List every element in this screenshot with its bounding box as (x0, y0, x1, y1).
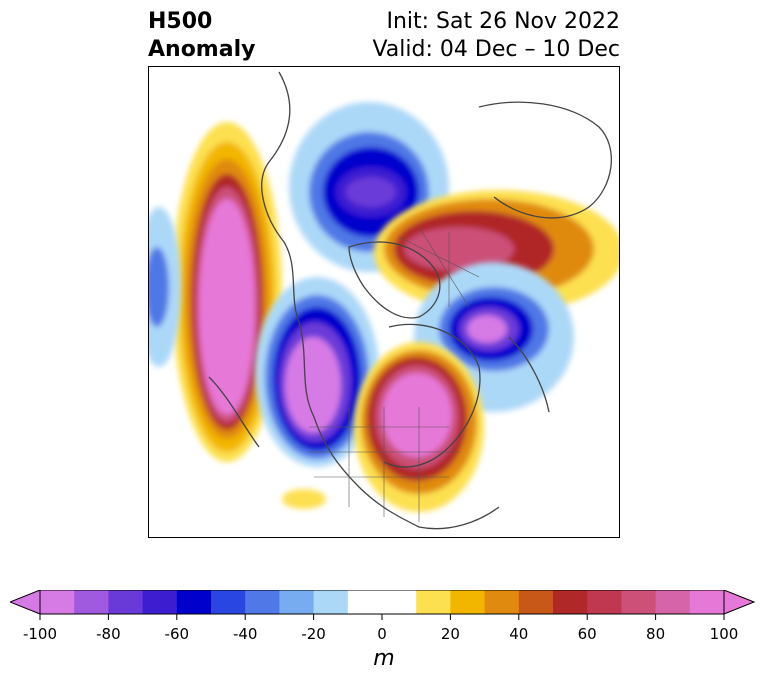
map-canvas (149, 71, 619, 530)
valid-range: Valid: 04 Dec – 10 Dec (372, 37, 620, 62)
colorbar (10, 590, 756, 620)
colorbar-segment (621, 590, 657, 614)
colorbar-segment (518, 590, 554, 614)
colorbar-extend-min (10, 590, 41, 615)
colorbar-unit: m (373, 646, 395, 671)
colorbar-tick-label: 60 (577, 625, 597, 643)
coastlines (208, 71, 612, 530)
colorbar-segment (382, 590, 417, 614)
colorbar-tick-label: -20 (301, 625, 326, 643)
colorbar-segment (74, 590, 109, 614)
ridge-small-south (282, 489, 326, 509)
colorbar-segment (655, 590, 691, 614)
title-variable: H500 (148, 9, 213, 34)
colorbar-segment (108, 590, 144, 614)
map-title-right: Init: Sat 26 Nov 2022 Valid: 04 Dec – 10… (372, 8, 620, 64)
colorbar-extend-max (723, 590, 756, 615)
state-borders (309, 226, 480, 522)
colorbar-segment (689, 590, 725, 614)
colorbar-segment (450, 590, 486, 614)
colorbar-tick-label: 0 (377, 625, 387, 643)
colorbar-tick-label: -100 (22, 625, 58, 643)
ridge-west (172, 122, 282, 462)
colorbar-ticks (39, 614, 725, 620)
colorbar-segment (484, 590, 520, 614)
colorbar-segment (211, 590, 246, 614)
colorbar-tick-label: 100 (709, 625, 739, 643)
colorbar-tick-label: 40 (509, 625, 529, 643)
colorbar-segment (142, 590, 178, 614)
colorbar-tick-label: 80 (646, 625, 666, 643)
colorbar-segment (245, 590, 280, 614)
colorbar-segment (279, 590, 315, 614)
colorbar-segments (40, 590, 725, 614)
init-date: Init: Sat 26 Nov 2022 (386, 9, 620, 34)
colorbar-tick-label: -60 (164, 625, 190, 643)
colorbar-tick-label: -40 (232, 625, 258, 643)
colorbar-segment (553, 590, 588, 614)
colorbar-segment (313, 590, 349, 614)
colorbar-segment (587, 590, 622, 614)
colorbar-segment (176, 590, 212, 614)
map-title-left: H500 Anomaly (148, 8, 255, 64)
anomaly-map (148, 66, 620, 538)
trough-west-south (255, 277, 379, 467)
colorbar-tick-label: -80 (96, 625, 121, 643)
trough-far-west (149, 207, 181, 367)
colorbar-segment (40, 590, 75, 614)
colorbar-tick-label: 20 (440, 625, 460, 643)
colorbar-segment (416, 590, 451, 614)
title-type: Anomaly (148, 37, 256, 62)
colorbar-segment (347, 590, 383, 614)
